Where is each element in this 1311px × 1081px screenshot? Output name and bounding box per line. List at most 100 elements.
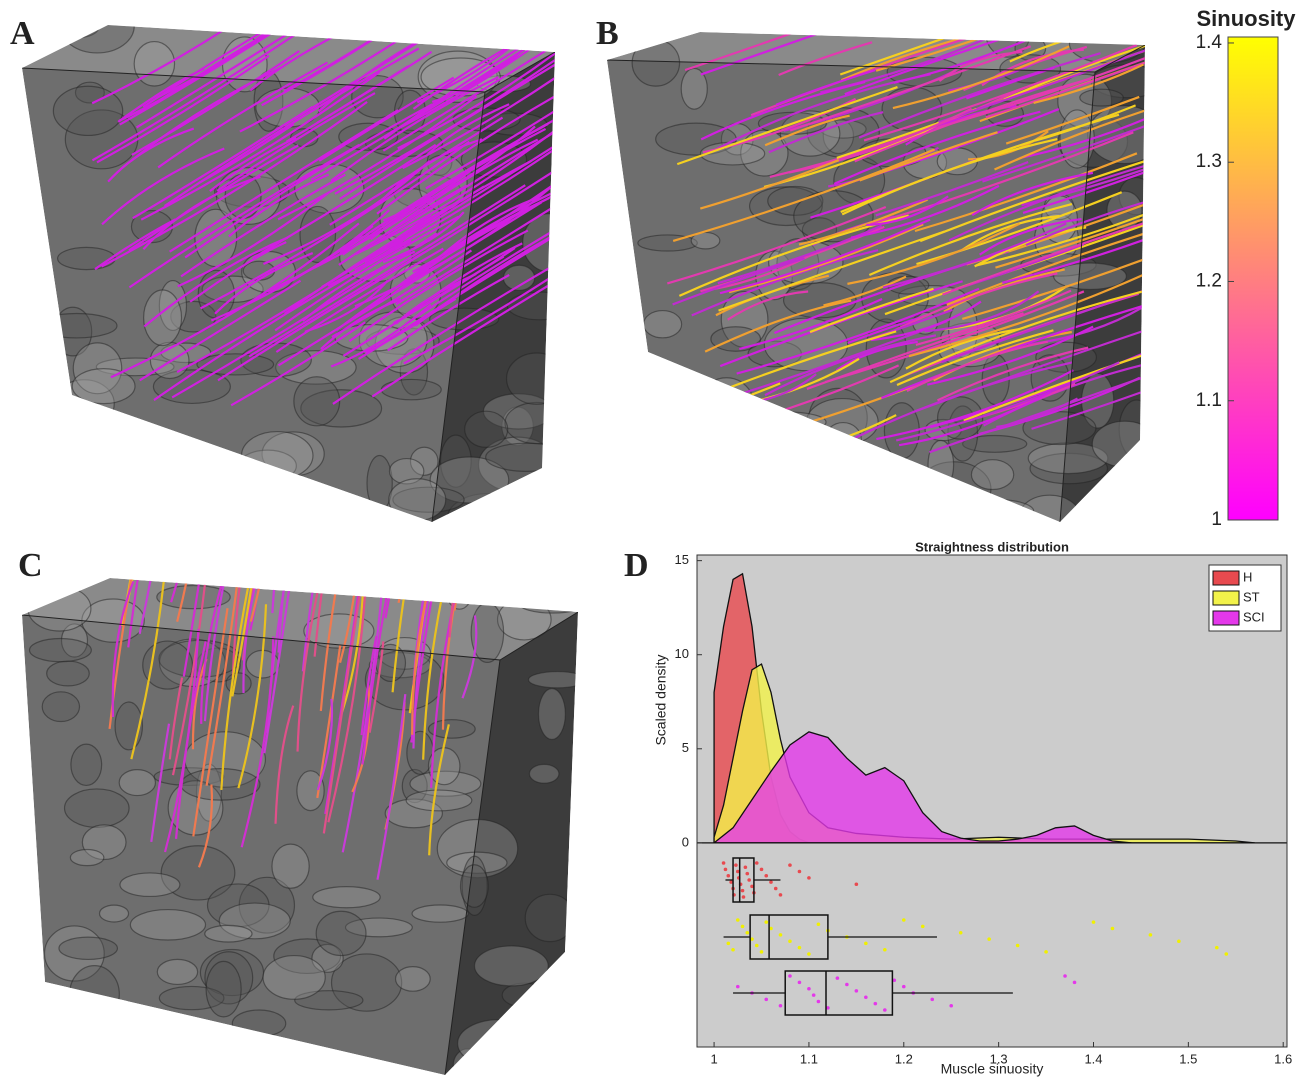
- colorbar-label: Sinuosity: [1196, 6, 1296, 31]
- texture-cell: [226, 673, 251, 694]
- x-tick-label: 1.2: [895, 1051, 913, 1066]
- figure: A B C D Sinuosity Straightness distribut…: [0, 0, 1311, 1081]
- colorbar-tick-label: 1: [1211, 509, 1222, 530]
- texture-cell: [538, 689, 565, 740]
- texture-cell: [529, 764, 559, 783]
- jitter-point: [921, 925, 925, 929]
- volume-render: [607, 0, 1285, 537]
- texture-cell: [42, 692, 79, 722]
- fiber: [425, 511, 440, 604]
- texture-cell: [290, 502, 319, 536]
- jitter-point: [930, 998, 934, 1002]
- jitter-point: [807, 987, 811, 991]
- texture-cell: [130, 910, 205, 940]
- legend-swatch: [1213, 591, 1239, 605]
- jitter-point: [745, 931, 749, 935]
- y-tick-label: 15: [675, 552, 689, 567]
- texture-cell: [59, 497, 95, 541]
- texture-cell: [518, 1025, 580, 1081]
- texture-cell: [65, 789, 130, 827]
- x-tick-label: 1: [710, 1051, 717, 1066]
- texture-cell: [100, 905, 129, 922]
- jitter-point: [902, 918, 906, 922]
- texture-cell: [406, 790, 472, 811]
- jitter-point: [764, 874, 768, 878]
- texture-cell: [502, 983, 546, 1007]
- texture-cell: [294, 377, 340, 426]
- texture-cell: [181, 769, 260, 801]
- jitter-point: [760, 868, 764, 872]
- texture-cell: [525, 894, 574, 941]
- texture-cell: [690, 458, 763, 487]
- jitter-point: [747, 878, 751, 882]
- legend-label: SCI: [1243, 609, 1265, 624]
- texture-cell: [1127, 501, 1162, 537]
- texture-cell: [272, 844, 309, 888]
- volume-render: [22, 0, 659, 543]
- x-tick-label: 1.4: [1084, 1051, 1102, 1066]
- jitter-point: [874, 1002, 878, 1006]
- jitter-point: [774, 887, 778, 891]
- jitter-point: [764, 998, 768, 1002]
- jitter-point: [760, 950, 764, 954]
- colorbar: [1228, 37, 1278, 520]
- texture-cell: [475, 946, 549, 986]
- texture-cell: [507, 353, 567, 404]
- texture-cell: [206, 961, 241, 1017]
- x-tick-label: 1.6: [1274, 1051, 1292, 1066]
- jitter-point: [741, 889, 745, 893]
- texture-cell: [501, 9, 533, 42]
- texture-cell: [389, 479, 446, 521]
- texture-cell: [1092, 421, 1157, 467]
- jitter-point: [864, 942, 868, 946]
- x-tick-label: 1.5: [1179, 1051, 1197, 1066]
- texture-cell: [519, 594, 586, 613]
- jitter-point: [845, 983, 849, 987]
- texture-cell: [538, 1034, 586, 1081]
- legend-label: H: [1243, 569, 1252, 584]
- jitter-point: [788, 863, 792, 867]
- texture-cell: [505, 402, 569, 443]
- jitter-point: [1044, 950, 1048, 954]
- texture-cell: [644, 311, 682, 338]
- colorbar-tick-label: 1.3: [1196, 151, 1222, 172]
- jitter-point: [798, 946, 802, 950]
- texture-cell: [771, 500, 807, 527]
- texture-cell: [313, 887, 380, 908]
- texture-cell: [36, 313, 117, 337]
- texture-cell: [486, 443, 567, 471]
- texture-cell: [712, 420, 763, 443]
- jitter-point: [817, 1000, 821, 1004]
- jitter-point: [798, 870, 802, 874]
- jitter-point: [731, 948, 735, 952]
- jitter-point: [769, 880, 773, 884]
- jitter-point: [755, 944, 759, 948]
- y-tick-label: 0: [682, 834, 689, 849]
- texture-cell: [374, 561, 448, 599]
- texture-cell: [508, 292, 573, 320]
- jitter-point: [734, 863, 738, 867]
- texture-cell: [825, 423, 861, 457]
- x-tick-label: 1.3: [990, 1051, 1008, 1066]
- texture-cell: [863, 457, 925, 510]
- texture-cell: [412, 905, 468, 922]
- texture-cell: [396, 967, 431, 992]
- jitter-point: [1016, 944, 1020, 948]
- jitter-point: [779, 893, 783, 897]
- texture-cell: [70, 849, 103, 865]
- colorbar-tick-label: 1.1: [1196, 390, 1222, 411]
- jitter-point: [736, 918, 740, 922]
- jitter-point: [902, 985, 906, 989]
- jitter-point: [883, 948, 887, 952]
- texture-cell: [188, 1025, 242, 1081]
- jitter-point: [742, 895, 746, 899]
- jitter-point: [1224, 952, 1228, 956]
- texture-cell: [47, 661, 90, 686]
- jitter-point: [736, 985, 740, 989]
- jitter-point: [724, 868, 728, 872]
- texture-cell: [1113, 490, 1144, 533]
- jitter-point: [779, 933, 783, 937]
- jitter-point: [812, 993, 816, 997]
- jitter-point: [1063, 974, 1067, 978]
- jitter-point: [722, 861, 726, 865]
